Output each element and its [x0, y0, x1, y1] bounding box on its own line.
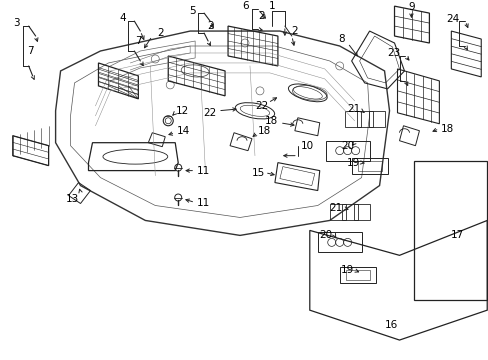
Text: 19: 19 — [346, 158, 360, 168]
Text: 4: 4 — [119, 13, 125, 23]
Text: 12: 12 — [175, 106, 188, 116]
Text: 11: 11 — [196, 166, 209, 176]
Text: 18: 18 — [258, 126, 271, 136]
Text: 6: 6 — [242, 1, 249, 11]
Text: 9: 9 — [407, 2, 414, 12]
Text: 21: 21 — [328, 203, 342, 213]
Text: 23: 23 — [386, 48, 399, 58]
Text: 19: 19 — [340, 265, 354, 275]
Text: 8: 8 — [338, 34, 345, 44]
Text: 14: 14 — [176, 126, 189, 136]
Text: 22: 22 — [203, 108, 216, 118]
Text: 2: 2 — [291, 26, 298, 36]
Text: 18: 18 — [440, 124, 453, 134]
Text: 17: 17 — [450, 230, 463, 240]
Text: 1: 1 — [268, 1, 275, 11]
Text: 5: 5 — [188, 6, 195, 16]
Text: 21: 21 — [346, 104, 360, 114]
Text: 22: 22 — [255, 101, 268, 111]
Text: 15: 15 — [251, 168, 264, 177]
Text: 24: 24 — [446, 14, 459, 24]
Text: 16: 16 — [384, 320, 397, 330]
Text: 2: 2 — [157, 28, 163, 38]
Text: 7: 7 — [27, 46, 34, 56]
Text: 20: 20 — [341, 141, 353, 151]
Text: 2: 2 — [258, 11, 264, 21]
Text: 10: 10 — [301, 141, 314, 151]
Text: 13: 13 — [66, 194, 79, 203]
Text: 3: 3 — [13, 18, 20, 28]
Text: 11: 11 — [196, 198, 209, 207]
Text: 18: 18 — [265, 116, 278, 126]
Text: 7: 7 — [135, 36, 142, 46]
Text: 2: 2 — [206, 21, 213, 31]
Text: 20: 20 — [319, 230, 332, 240]
